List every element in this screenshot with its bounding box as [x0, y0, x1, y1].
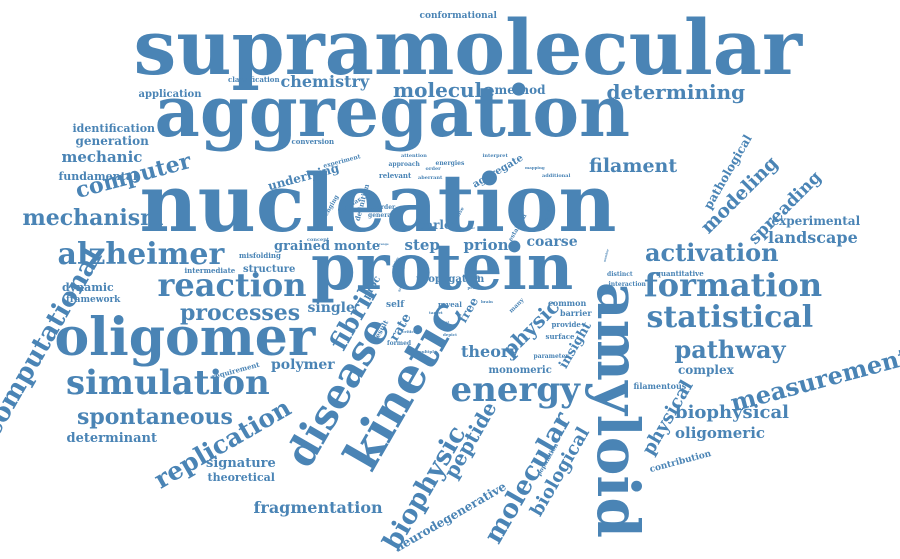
word-grained: grained: [274, 238, 331, 254]
word-number: number: [601, 248, 610, 262]
word-identification: identification: [72, 121, 156, 135]
word-interpret: interpret: [482, 152, 508, 159]
word-dynamic: dynamic: [62, 280, 114, 294]
word-attention: attention: [401, 152, 427, 159]
word-monomeric: monomeric: [488, 365, 552, 376]
word-theoretical: theoretical: [207, 470, 275, 484]
word-alzheimer: alzheimer: [57, 237, 225, 272]
word-level: level: [441, 319, 449, 324]
word-biophysical: biophysical: [675, 402, 789, 423]
word-reveal: reveal: [438, 299, 462, 309]
word-factor: factor: [466, 267, 477, 272]
word-coarse: coarse: [526, 234, 578, 250]
word-complex: complex: [678, 363, 734, 377]
word-mechanism: mechanism: [22, 205, 164, 231]
word-fragmentation: fragmentation: [253, 498, 383, 517]
word-carlo: carlo: [418, 218, 452, 232]
word-quantitative: quantitative: [656, 268, 704, 278]
word-single: single: [307, 300, 355, 316]
word-multiple: multiple: [417, 349, 437, 354]
word-formed: formed: [387, 340, 412, 347]
word-theory: theory: [461, 342, 519, 361]
word-common: common: [548, 298, 587, 308]
word-conformational: conformational: [419, 10, 497, 21]
word-target: target: [429, 310, 443, 315]
word-supramolecular: supramolecular: [133, 3, 803, 92]
word-concept: concept: [307, 236, 330, 243]
word-framework: framework: [66, 294, 121, 305]
word-nucleation: nucleation: [139, 156, 617, 250]
word-protein: protein: [311, 230, 574, 305]
word-aberrant: aberrant: [418, 174, 443, 181]
word-energies: energies: [435, 160, 465, 167]
word-oligomer: oligomer: [54, 307, 316, 368]
word-activation: activation: [645, 238, 779, 267]
word-processes: processes: [180, 300, 301, 326]
word-signature: signature: [206, 455, 276, 471]
word-filament: filament: [589, 154, 678, 177]
word-self: self: [386, 299, 405, 310]
word-statistical: statistical: [646, 300, 814, 335]
word-intermediate: intermediate: [184, 265, 236, 275]
word-chemistry: chemistry: [280, 72, 370, 91]
word-energy: energy: [450, 370, 580, 410]
word-critical: critical: [402, 329, 418, 334]
word-amyloid: amyloid: [583, 282, 652, 538]
word-experimental: experimental: [771, 214, 861, 228]
word-determinant: determinant: [66, 430, 158, 446]
word-relevant: relevant: [379, 170, 412, 180]
word-molecule: molecule: [393, 78, 495, 102]
word-early: early: [366, 254, 375, 259]
word-aggregation: aggregation: [154, 70, 630, 153]
word-mechanic: mechanic: [61, 147, 143, 166]
word-surface: surface: [545, 331, 575, 341]
word-misfolding: misfolding: [239, 250, 281, 260]
word-distinct: distinct: [607, 271, 633, 278]
word-range: range: [379, 241, 389, 246]
word-generation: generation: [75, 134, 149, 148]
word-determining: determining: [606, 80, 746, 104]
word-application: application: [138, 89, 202, 100]
word-approach: approach: [388, 161, 420, 168]
word-conversion: conversion: [291, 136, 335, 146]
word-mapping: mapping: [525, 165, 545, 170]
word-classification: classification: [228, 74, 280, 84]
word-interaction: interaction: [608, 281, 646, 288]
word-reaction: reaction: [157, 266, 307, 304]
word-propagation: propagation: [416, 274, 485, 285]
word-fundamental: fundamental: [58, 169, 138, 183]
word-provide: provide: [551, 319, 581, 329]
word-filamentous: filamentous: [633, 381, 687, 391]
word-prion: prion: [463, 235, 509, 254]
word-monte: monte: [334, 238, 381, 254]
word-method: method: [494, 83, 546, 97]
word-based: based: [400, 227, 410, 232]
word-general: general: [368, 212, 394, 219]
word-time: time: [464, 274, 480, 281]
word-step: step: [404, 235, 440, 254]
word-disorder: disorder: [367, 204, 396, 211]
word-structure: structure: [243, 264, 296, 275]
word-landscape: landscape: [768, 228, 858, 247]
word-oligomeric: oligomeric: [675, 423, 766, 442]
word-depict: depict: [443, 332, 457, 337]
word-pathway: pathway: [674, 335, 786, 364]
word-parameter: parameter: [533, 353, 569, 360]
word-barrier: barrier: [560, 308, 592, 318]
word-additional: additional: [542, 172, 571, 179]
word-occur: occur: [465, 225, 475, 230]
word-simulation: simulation: [66, 363, 270, 403]
word-brain: brain: [481, 299, 493, 304]
word-probe: probe: [467, 285, 481, 290]
word-spontaneous: spontaneous: [77, 404, 233, 430]
word-formation: formation: [644, 266, 823, 304]
word-order: order: [425, 165, 441, 172]
word-polymer: polymer: [271, 357, 335, 373]
